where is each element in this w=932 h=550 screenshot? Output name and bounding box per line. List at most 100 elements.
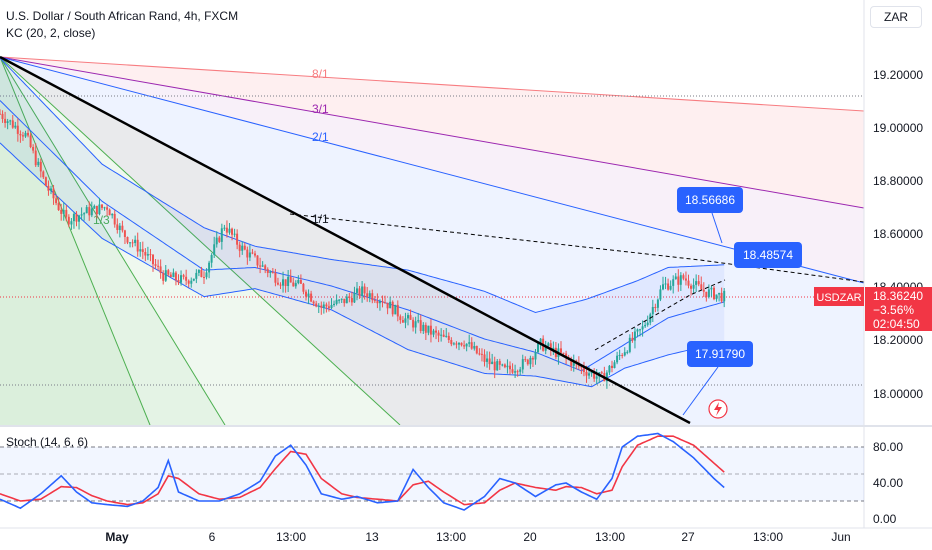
candle-body[interactable] [463, 345, 466, 347]
candle-body[interactable] [664, 283, 667, 285]
candle-body[interactable] [455, 343, 458, 345]
candle-body[interactable] [141, 249, 144, 252]
candle-body[interactable] [131, 242, 134, 244]
candle-body[interactable] [88, 207, 91, 216]
candle-body[interactable] [60, 210, 63, 214]
candle-body[interactable] [468, 342, 471, 344]
candle-body[interactable] [677, 276, 680, 285]
candle-body[interactable] [57, 203, 60, 210]
candle-body[interactable] [320, 305, 323, 308]
candle-body[interactable] [674, 276, 677, 280]
candle-body[interactable] [690, 285, 692, 289]
candle-body[interactable] [129, 242, 131, 244]
candle-body[interactable] [55, 198, 58, 204]
candle-body[interactable] [233, 233, 236, 235]
candle-body[interactable] [108, 209, 111, 216]
candle-body[interactable] [90, 208, 93, 216]
candle-body[interactable] [442, 334, 445, 337]
candle-body[interactable] [414, 321, 417, 328]
candle-body[interactable] [404, 318, 407, 323]
candle-body[interactable] [539, 338, 542, 343]
candle-body[interactable] [256, 255, 259, 266]
candle-body[interactable] [679, 275, 682, 285]
candle-body[interactable] [182, 275, 185, 277]
candle-body[interactable] [67, 216, 70, 225]
candle-body[interactable] [514, 371, 517, 373]
candle-body[interactable] [565, 353, 568, 358]
candle-body[interactable] [106, 207, 109, 210]
candle-body[interactable] [335, 299, 338, 304]
candle-body[interactable] [715, 294, 718, 300]
candle-body[interactable] [376, 301, 379, 304]
candle-body[interactable] [134, 239, 137, 243]
candle-body[interactable] [445, 335, 448, 337]
candle-body[interactable] [34, 150, 37, 166]
candle-body[interactable] [121, 225, 124, 231]
candle-body[interactable] [662, 284, 664, 290]
candle-body[interactable] [470, 342, 473, 349]
candle-body[interactable] [259, 265, 262, 267]
candle-body[interactable] [588, 373, 590, 376]
candle-body[interactable] [684, 278, 687, 281]
candle-body[interactable] [669, 285, 672, 290]
candle-body[interactable] [373, 300, 376, 302]
candle-body[interactable] [297, 280, 300, 284]
candle-body[interactable] [78, 215, 80, 222]
candle-body[interactable] [519, 369, 522, 372]
candle-body[interactable] [407, 315, 409, 319]
candle-body[interactable] [144, 252, 147, 256]
candle-body[interactable] [223, 227, 226, 229]
candle-body[interactable] [641, 326, 644, 330]
candle-body[interactable] [646, 322, 649, 325]
candle-body[interactable] [585, 372, 588, 376]
candle-body[interactable] [582, 367, 585, 372]
candle-body[interactable] [552, 347, 555, 350]
candle-body[interactable] [381, 301, 384, 303]
candle-body[interactable] [531, 357, 534, 360]
candle-body[interactable] [338, 299, 341, 301]
candle-body[interactable] [248, 252, 251, 258]
candle-body[interactable] [639, 329, 641, 331]
candle-body[interactable] [65, 209, 68, 217]
candle-body[interactable] [322, 304, 325, 308]
candle-body[interactable] [656, 299, 659, 308]
candle-body[interactable] [95, 205, 98, 215]
candle-body[interactable] [498, 361, 501, 365]
candle-body[interactable] [238, 244, 241, 251]
candle-body[interactable] [473, 346, 476, 349]
candle-body[interactable] [452, 343, 455, 345]
candle-body[interactable] [361, 286, 364, 296]
candle-body[interactable] [261, 265, 264, 267]
candle-body[interactable] [713, 287, 715, 300]
candle-body[interactable] [241, 245, 244, 251]
candle-body[interactable] [618, 355, 621, 356]
candle-body[interactable] [185, 276, 188, 281]
candle-body[interactable] [200, 270, 203, 278]
candle-body[interactable] [636, 329, 639, 332]
currency-button[interactable]: ZAR [870, 6, 922, 28]
candle-body[interactable] [21, 135, 24, 137]
candle-body[interactable] [149, 254, 152, 256]
candle-body[interactable] [139, 249, 142, 252]
candle-body[interactable] [136, 239, 139, 252]
candle-body[interactable] [85, 207, 88, 214]
candle-body[interactable] [371, 293, 374, 301]
candle-body[interactable] [269, 271, 272, 273]
candle-body[interactable] [343, 298, 346, 304]
candle-body[interactable] [384, 302, 386, 304]
candle-body[interactable] [220, 228, 223, 242]
candle-body[interactable] [27, 132, 29, 136]
candle-body[interactable] [672, 279, 675, 286]
candle-body[interactable] [534, 352, 537, 360]
candle-body[interactable] [432, 330, 435, 335]
candle-body[interactable] [503, 364, 506, 368]
candle-body[interactable] [162, 273, 165, 281]
candle-body[interactable] [710, 287, 713, 290]
candle-body[interactable] [654, 307, 657, 308]
candle-body[interactable] [524, 359, 527, 361]
candle-body[interactable] [600, 372, 603, 374]
candle-body[interactable] [511, 369, 514, 373]
candle-body[interactable] [4, 118, 7, 123]
candle-body[interactable] [118, 225, 121, 230]
candle-body[interactable] [16, 125, 19, 134]
